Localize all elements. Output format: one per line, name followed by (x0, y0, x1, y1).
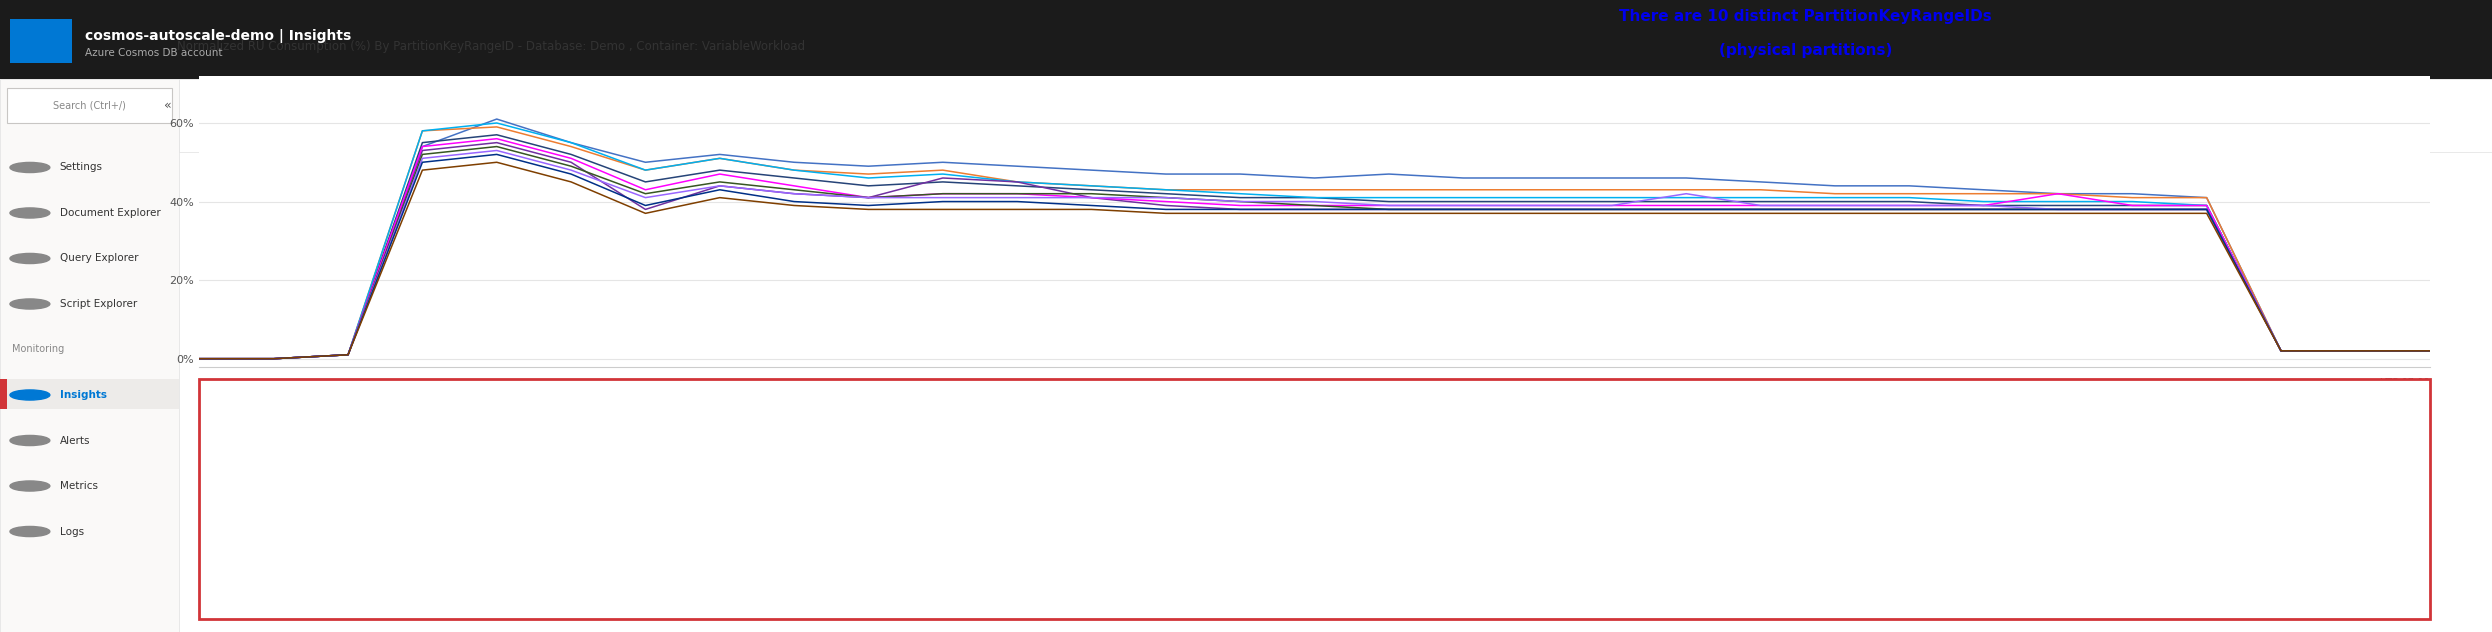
Bar (1333, 422, 1358, 578)
Text: UTC-07:00: UTC-07:00 (2380, 378, 2430, 388)
Text: Alerts: Alerts (60, 435, 90, 446)
Text: Monitoring: Monitoring (12, 344, 65, 355)
Text: cosmos-autoscale-demo: cosmos-autoscale-demo (1819, 470, 1929, 480)
Text: 5: 5 (1819, 422, 1824, 432)
Bar (2001, 422, 2028, 578)
Bar (204, 99, 212, 131)
Text: cosmos-autoscale-demo: cosmos-autoscale-demo (2041, 470, 2151, 480)
Text: Query Explorer: Query Explorer (60, 253, 140, 264)
FancyBboxPatch shape (199, 379, 2430, 619)
Bar (1555, 422, 1582, 578)
Bar (179, 79, 2492, 152)
Text: 54%: 54% (1595, 518, 1640, 537)
Bar (10, 19, 72, 63)
Circle shape (10, 526, 50, 537)
Text: 🔔: 🔔 (573, 109, 581, 122)
Text: 12: 12 (2265, 422, 2278, 432)
Text: 9: 9 (703, 422, 710, 432)
Bar (2225, 422, 2250, 578)
Text: 6: 6 (481, 422, 486, 432)
Text: 61%: 61% (257, 518, 302, 537)
Circle shape (10, 299, 50, 309)
Text: cosmos-autoscale-demo: cosmos-autoscale-demo (1149, 470, 1258, 480)
Bar (0, 379, 7, 409)
Text: Auto refresh: Off: Auto refresh: Off (802, 111, 895, 120)
Bar (441, 422, 466, 578)
Text: cosmos-autoscale-demo: cosmos-autoscale-demo (1595, 470, 1705, 480)
Bar (663, 422, 690, 578)
Text: cosmos-autoscale-demo: cosmos-autoscale-demo (1373, 470, 1483, 480)
Text: 52%: 52% (2041, 518, 2086, 537)
Text: Script Explorer: Script Explorer (60, 299, 137, 309)
Text: 📔 Workbooks: 📔 Workbooks (224, 111, 297, 120)
Text: 58%: 58% (927, 518, 969, 537)
Text: ⏱: ⏱ (753, 109, 760, 122)
Circle shape (10, 481, 50, 491)
Text: Insights: Insights (60, 390, 107, 400)
Circle shape (10, 390, 50, 400)
Text: 58%: 58% (703, 518, 748, 537)
Bar (1779, 422, 1804, 578)
Text: 11: 11 (1595, 422, 1610, 432)
Circle shape (10, 435, 50, 446)
Text: Settings: Settings (60, 162, 102, 173)
Text: 13: 13 (927, 422, 939, 432)
Text: 14: 14 (257, 422, 272, 432)
Text: cosmos-autoscale-demo: cosmos-autoscale-demo (481, 470, 591, 480)
Bar (0, 379, 179, 409)
Text: 54%: 54% (1373, 518, 1415, 537)
Bar (0, 79, 179, 632)
Bar (179, 152, 2492, 632)
Text: cosmos-autoscale-demo: cosmos-autoscale-demo (2265, 470, 2375, 480)
Circle shape (10, 208, 50, 218)
Text: cosmos-autoscale-demo: cosmos-autoscale-demo (927, 470, 1037, 480)
Text: ↺: ↺ (528, 109, 538, 122)
Text: 54%: 54% (1149, 518, 1194, 537)
Text: 10: 10 (1373, 422, 1386, 432)
Text: Normalized RU Consumption (%) By PartitionKeyRangeID - Database: Demo , Containe: Normalized RU Consumption (%) By Partiti… (177, 40, 805, 52)
Text: cosmos-autoscale-demo | Insights: cosmos-autoscale-demo | Insights (85, 29, 351, 44)
Bar (0, 0, 2492, 79)
Text: 7: 7 (2041, 422, 2048, 432)
Text: There are 10 distinct PartitionKeyRangeIDs: There are 10 distinct PartitionKeyRangeI… (1620, 8, 1991, 23)
Bar (7, 88, 172, 123)
Text: 🙂: 🙂 (663, 109, 670, 122)
Text: Metrics: Metrics (60, 481, 97, 491)
Text: Document Explorer: Document Explorer (60, 208, 159, 218)
Text: ✨: ✨ (618, 109, 625, 122)
Text: Azure Cosmos DB account: Azure Cosmos DB account (85, 49, 222, 58)
Text: 8: 8 (1149, 422, 1156, 432)
Bar (1109, 422, 1136, 578)
Text: Logs: Logs (60, 526, 85, 537)
Bar (887, 422, 912, 578)
Text: ?: ? (708, 109, 715, 122)
Circle shape (10, 162, 50, 173)
Text: cosmos-autoscale-demo: cosmos-autoscale-demo (703, 470, 812, 480)
Text: «: « (164, 99, 172, 112)
Text: ✏ Customize: ✏ Customize (384, 111, 456, 120)
Text: Search (Ctrl+/): Search (Ctrl+/) (52, 100, 127, 111)
Text: (physical partitions): (physical partitions) (1719, 44, 1891, 58)
Text: 49%: 49% (2265, 518, 2308, 537)
Text: 60%: 60% (481, 518, 523, 537)
Text: 54%: 54% (1819, 518, 1862, 537)
Bar (217, 422, 244, 578)
Text: cosmos-autoscale-demo: cosmos-autoscale-demo (257, 470, 366, 480)
Circle shape (10, 253, 50, 264)
